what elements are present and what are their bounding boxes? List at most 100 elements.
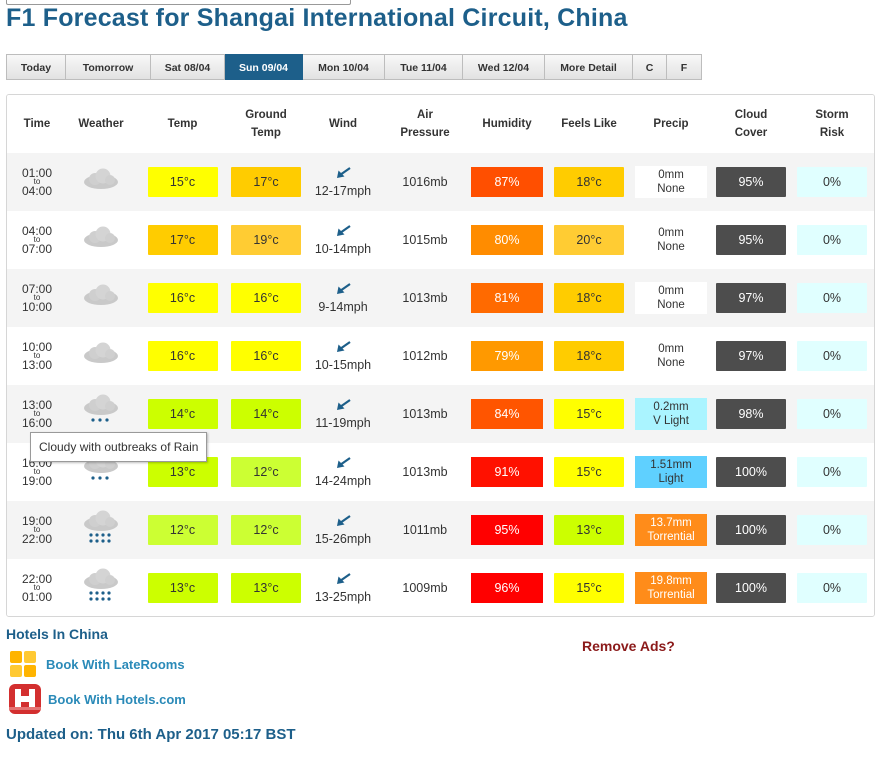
tab-2[interactable]: Sat 08/04 — [151, 54, 225, 80]
time-until: 07:00 — [21, 242, 53, 256]
wind-direction-arrow-icon — [335, 340, 351, 358]
wind-direction-arrow-icon — [335, 572, 351, 590]
ground-temp-cell: 14°c — [230, 385, 302, 443]
precip-cell: 0mm None — [630, 269, 712, 327]
hotels-title: Hotels In China — [6, 626, 108, 642]
table-row: 10:00 to 13:00 16°c 16°c 10-15mph 1012mb 79% 18°… — [7, 327, 874, 385]
forecast-table: Time Weather Temp Ground Temp Wind Air Pressu… — [6, 94, 875, 617]
wind-speed: 9-14mph — [318, 300, 368, 314]
unit-f-button[interactable]: F — [667, 54, 702, 80]
tab-0[interactable]: Today — [6, 54, 66, 80]
cloud-icon[interactable] — [82, 220, 120, 261]
wind-speed: 15-26mph — [314, 532, 372, 546]
precip-description: Torrential — [647, 589, 695, 601]
temp-box: 12°c — [147, 515, 218, 545]
time-until: 10:00 — [21, 300, 53, 314]
cloud-cover-cell: 95% — [712, 153, 790, 211]
feels-like-cell: 13°c — [548, 501, 630, 559]
time-to-label: to — [33, 525, 41, 534]
time-to-label: to — [33, 467, 41, 476]
time-from: 07:00 — [21, 282, 53, 296]
table-row: 13:00 to 16:00 14°c 14°c 11-19mph 1013mb 84% 15°… — [7, 385, 874, 443]
precip-cell: 19.8mm Torrential — [630, 559, 712, 616]
wind-speed: 10-14mph — [314, 242, 372, 256]
tab-4[interactable]: Mon 10/04 — [303, 54, 385, 80]
temp-box: 13°c — [147, 573, 218, 603]
precip-description: None — [657, 183, 685, 195]
unit-c-button[interactable]: C — [632, 54, 667, 80]
storm-risk-cell: 0% — [790, 501, 874, 559]
air-pressure-value: 1015mb — [402, 233, 448, 247]
time-until: 01:00 — [21, 590, 53, 604]
table-row: 04:00 to 07:00 17°c 19°c 10-14mph 1015mb 80% 20°… — [7, 211, 874, 269]
feels-like-box: 13°c — [554, 515, 624, 545]
header-temp: Temp — [167, 118, 198, 130]
storm-risk-box: 0% — [797, 515, 867, 545]
humidity-cell: 79% — [466, 327, 548, 385]
hotels-com-logo-icon — [9, 684, 41, 714]
storm-risk-cell: 0% — [790, 327, 874, 385]
precip-amount: 0mm — [658, 285, 684, 297]
precip-amount: 0mm — [658, 169, 684, 181]
cloud-cover-cell: 97% — [712, 269, 790, 327]
wind-speed: 12-17mph — [314, 184, 372, 198]
cloud-cover-box: 97% — [716, 341, 786, 371]
wind-cell: 14-24mph — [302, 443, 384, 501]
heavy-rain-cloud-icon[interactable] — [82, 568, 120, 609]
storm-risk-box: 0% — [797, 399, 867, 429]
hotels-com-link-label[interactable]: Book With Hotels.com — [48, 691, 186, 707]
tab-3[interactable]: Sun 09/04 — [225, 54, 303, 80]
wind-cell: 10-14mph — [302, 211, 384, 269]
humidity-box: 95% — [471, 515, 543, 545]
humidity-cell: 81% — [466, 269, 548, 327]
laterooms-link[interactable]: Book With LateRooms — [8, 649, 185, 679]
precip-amount: 0.2mm — [653, 401, 689, 413]
table-row: 19:00 to 22:00 12°c 12°c 15-26mph 1011mb 95% 13°… — [7, 501, 874, 559]
cloud-icon[interactable] — [82, 336, 120, 377]
cloud-cover-cell: 100% — [712, 501, 790, 559]
remove-ads-link[interactable]: Remove Ads? — [582, 638, 675, 654]
temp-cell: 14°c — [135, 385, 230, 443]
time-from: 01:00 — [21, 166, 53, 180]
humidity-box: 96% — [471, 573, 543, 603]
air-pressure-value: 1012mb — [402, 349, 448, 363]
cloud-icon[interactable] — [82, 162, 120, 203]
laterooms-link-label[interactable]: Book With LateRooms — [46, 656, 185, 672]
ground-temp-box: 17°c — [231, 167, 301, 197]
precip-box: 0mm None — [635, 166, 707, 198]
tab-5[interactable]: Tue 11/04 — [385, 54, 463, 80]
cloud-cover-box: 98% — [716, 399, 786, 429]
humidity-cell: 84% — [466, 385, 548, 443]
hotels-com-link[interactable]: Book With Hotels.com — [8, 683, 186, 715]
precip-box: 0mm None — [635, 340, 707, 372]
ground-temp-box: 14°c — [231, 399, 301, 429]
time-to-label: to — [33, 409, 41, 418]
temp-box: 16°c — [147, 341, 218, 371]
wind-direction-arrow-icon — [335, 456, 351, 474]
light-rain-cloud-icon[interactable] — [82, 394, 120, 435]
temp-cell: 16°c — [135, 327, 230, 385]
precip-box: 1.51mm Light — [635, 456, 707, 488]
time-until: 19:00 — [21, 474, 53, 488]
temp-box: 16°c — [147, 283, 218, 313]
header-humidity: Humidity — [482, 118, 532, 130]
precip-amount: 13.7mm — [650, 517, 692, 529]
wind-cell: 9-14mph — [302, 269, 384, 327]
air-pressure-value: 1013mb — [402, 291, 448, 305]
tab-7[interactable]: More Detail — [545, 54, 633, 80]
wind-cell: 15-26mph — [302, 501, 384, 559]
cloud-icon[interactable] — [82, 278, 120, 319]
header-feels-like: Feels Like — [561, 118, 617, 130]
heavy-rain-cloud-icon[interactable] — [82, 510, 120, 551]
wind-direction-arrow-icon — [335, 282, 351, 300]
tab-6[interactable]: Wed 12/04 — [463, 54, 545, 80]
wind-direction-arrow-icon — [335, 398, 351, 416]
header-ground-temp: Ground Temp — [245, 109, 287, 139]
ground-temp-cell: 17°c — [230, 153, 302, 211]
feels-like-box: 15°c — [554, 457, 624, 487]
humidity-cell: 87% — [466, 153, 548, 211]
humidity-cell: 96% — [466, 559, 548, 616]
feels-like-cell: 18°c — [548, 269, 630, 327]
air-pressure-value: 1011mb — [402, 523, 448, 537]
tab-1[interactable]: Tomorrow — [66, 54, 151, 80]
